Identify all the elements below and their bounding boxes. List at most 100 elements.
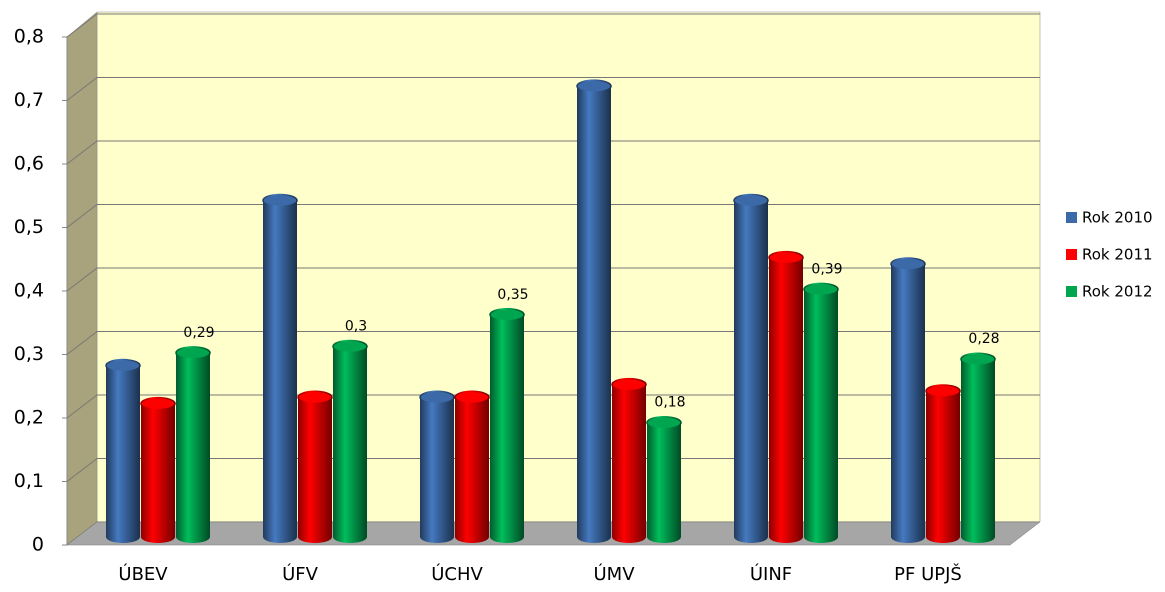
bar-top	[175, 346, 211, 360]
bar-top	[646, 415, 682, 430]
grid-line	[66, 394, 1040, 419]
value-label: 0,29	[183, 325, 214, 341]
bar-top	[419, 390, 455, 405]
bar	[297, 390, 333, 543]
y-tick-label: 0,7	[14, 89, 44, 111]
x-tick-label: ÚCHV	[431, 563, 483, 585]
bar-top	[105, 358, 141, 373]
bar-body	[333, 346, 367, 537]
y-tick-label: 0	[32, 534, 44, 556]
bar-bottom	[577, 531, 611, 543]
bar-body	[734, 200, 768, 537]
bar-top	[332, 339, 368, 354]
bar-body	[141, 403, 175, 537]
y-tick-label: 0,8	[14, 26, 44, 48]
legend-label: Rok 2011	[1082, 246, 1153, 264]
bar-body	[455, 397, 489, 537]
grid-line	[66, 458, 1040, 482]
bar-bottom	[612, 531, 646, 543]
bar-bottom	[490, 531, 524, 543]
y-tick-label: 0,1	[14, 470, 44, 492]
bar	[803, 282, 839, 543]
x-tick-label: ÚMV	[593, 563, 635, 585]
bar-top	[925, 384, 961, 398]
bar	[960, 352, 996, 543]
bar-body	[612, 384, 646, 537]
y-tick-label: 0,3	[14, 343, 44, 365]
bar-body	[961, 359, 995, 537]
legend-swatch	[1066, 212, 1077, 223]
grid-line	[66, 140, 1040, 165]
bar-bottom	[734, 531, 768, 543]
y-tick-label: 0,5	[14, 216, 44, 238]
bar	[262, 193, 298, 543]
bar-top	[803, 282, 839, 297]
side-wall	[66, 11, 98, 546]
bar-body	[647, 422, 681, 537]
bar	[925, 384, 961, 543]
bar-bottom	[804, 531, 838, 543]
grid-line	[66, 267, 1040, 292]
bar	[646, 415, 682, 543]
bar-body	[176, 352, 210, 537]
bar	[140, 396, 176, 543]
bar	[576, 79, 612, 543]
bar-top	[890, 257, 926, 271]
bar	[768, 250, 804, 543]
grid-line	[66, 331, 1040, 355]
value-label: 0,28	[968, 331, 999, 347]
bar-bottom	[891, 531, 925, 543]
bar-body	[298, 397, 332, 537]
bar-top	[454, 390, 490, 405]
bar-bottom	[298, 531, 332, 543]
y-tick-label: 0,6	[14, 153, 44, 175]
bar	[890, 257, 926, 543]
bar-top	[297, 390, 333, 405]
bar-bottom	[141, 531, 175, 543]
bar-bottom	[961, 531, 995, 543]
bar-body	[926, 390, 960, 537]
bar-top	[611, 377, 647, 392]
bar	[175, 346, 211, 543]
bar-body	[490, 314, 524, 537]
bar-bottom	[106, 531, 140, 543]
bar-bottom	[455, 531, 489, 543]
bar	[105, 358, 141, 543]
bar-bottom	[926, 531, 960, 543]
x-tick-label: ÚINF	[750, 563, 792, 585]
bar	[419, 390, 455, 543]
bar	[332, 339, 368, 543]
bar-top	[768, 250, 804, 265]
bar-top	[262, 193, 298, 208]
bar-bottom	[333, 531, 367, 543]
bar-top	[733, 193, 769, 208]
grid-line	[66, 77, 1040, 101]
bar-bottom	[769, 531, 803, 543]
bar-body	[263, 200, 297, 537]
bar-body	[891, 263, 925, 537]
x-tick-label: ÚBEV	[118, 563, 168, 585]
bar-top	[576, 79, 612, 93]
grid-line	[66, 13, 1040, 38]
bar	[733, 193, 769, 543]
bar-bottom	[263, 531, 297, 543]
bar-body	[106, 365, 140, 537]
legend-swatch	[1066, 286, 1077, 297]
y-tick-label: 0,2	[14, 407, 44, 429]
bar-top	[960, 352, 996, 366]
y-tick-label: 0,4	[14, 280, 44, 302]
bar-bottom	[647, 531, 681, 543]
bar-body	[577, 86, 611, 538]
value-label: 0,39	[811, 261, 842, 277]
bar-body	[769, 257, 803, 537]
bar-bottom	[176, 531, 210, 543]
x-tick-label: PF UPJŠ	[894, 563, 962, 585]
bar-top	[489, 308, 525, 322]
bar-top	[140, 396, 176, 411]
bar-bottom	[420, 531, 454, 543]
value-label: 0,35	[497, 287, 528, 303]
bar	[454, 390, 490, 543]
legend-label: Rok 2010	[1082, 209, 1153, 227]
legend-swatch	[1066, 249, 1077, 260]
